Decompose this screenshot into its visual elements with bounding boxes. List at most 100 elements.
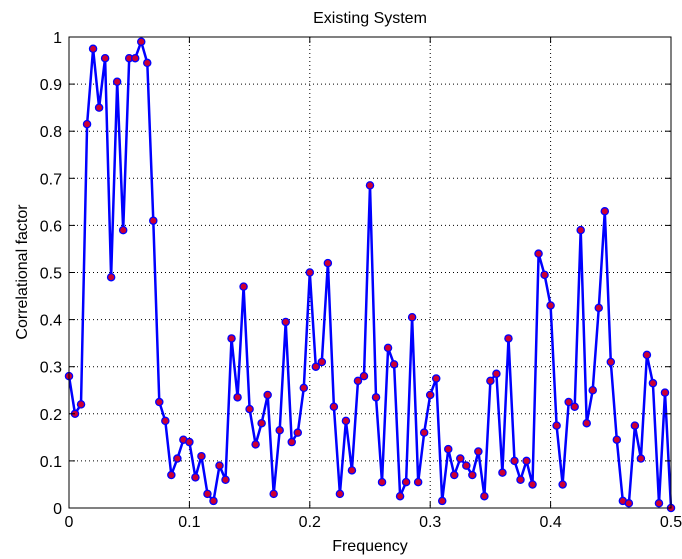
data-point bbox=[239, 282, 248, 291]
data-point bbox=[612, 435, 622, 444]
data-point bbox=[486, 376, 495, 386]
data-point bbox=[636, 454, 646, 463]
data-point bbox=[173, 454, 182, 463]
data-point bbox=[269, 489, 278, 499]
data-point bbox=[437, 496, 447, 506]
data-point bbox=[413, 477, 423, 487]
y-tick-label: 0.7 bbox=[40, 171, 62, 188]
data-point bbox=[474, 447, 483, 456]
data-point bbox=[389, 360, 399, 369]
y-tick-label: 0 bbox=[53, 501, 62, 518]
x-tick-label: 0.2 bbox=[299, 514, 321, 531]
data-point bbox=[161, 416, 170, 426]
data-point bbox=[76, 400, 86, 409]
data-point bbox=[245, 404, 254, 414]
data-point bbox=[582, 418, 591, 428]
y-tick-label: 0.6 bbox=[40, 218, 62, 235]
data-point bbox=[522, 456, 531, 466]
series bbox=[64, 37, 676, 513]
data-point bbox=[648, 378, 658, 388]
data-point bbox=[365, 181, 375, 190]
x-tick-label: 0 bbox=[65, 514, 74, 531]
data-point bbox=[383, 343, 393, 353]
data-point bbox=[143, 58, 152, 68]
data-point bbox=[419, 428, 429, 437]
data-point bbox=[130, 53, 140, 63]
data-point bbox=[299, 383, 309, 393]
data-point bbox=[221, 475, 230, 484]
data-point bbox=[155, 397, 164, 407]
data-point bbox=[444, 444, 453, 454]
data-point bbox=[335, 489, 345, 499]
data-point bbox=[516, 475, 525, 484]
data-point bbox=[594, 303, 604, 313]
data-point bbox=[401, 477, 411, 487]
data-point bbox=[480, 491, 489, 501]
data-point bbox=[558, 480, 567, 489]
data-point bbox=[462, 461, 471, 470]
data-point bbox=[546, 301, 555, 310]
y-tick-label: 1 bbox=[53, 30, 62, 47]
data-point bbox=[498, 468, 507, 477]
x-axis-title: Frequency bbox=[332, 538, 408, 555]
data-point bbox=[88, 44, 98, 54]
data-point bbox=[377, 477, 387, 487]
data-point bbox=[576, 225, 585, 235]
y-axis-title: Correlational factor bbox=[14, 204, 31, 340]
data-point bbox=[323, 258, 333, 268]
data-point bbox=[456, 454, 465, 463]
data-point bbox=[642, 350, 652, 360]
data-point bbox=[492, 369, 501, 379]
data-point bbox=[552, 421, 561, 430]
data-point bbox=[94, 103, 104, 112]
x-tick-label: 0.4 bbox=[539, 514, 561, 531]
x-tick-label: 0.1 bbox=[178, 514, 200, 531]
data-point bbox=[209, 496, 218, 506]
data-point bbox=[203, 489, 212, 499]
data-point bbox=[263, 390, 272, 400]
data-point bbox=[106, 272, 116, 282]
data-point bbox=[149, 216, 158, 225]
y-tick-label: 0.9 bbox=[40, 77, 62, 94]
data-point bbox=[100, 53, 110, 63]
data-point bbox=[540, 270, 549, 280]
data-point bbox=[504, 334, 513, 343]
y-tick-label: 0.4 bbox=[40, 313, 62, 330]
x-tick-label: 0.3 bbox=[419, 514, 441, 531]
data-point bbox=[353, 376, 363, 386]
data-point bbox=[82, 119, 92, 129]
data-point bbox=[624, 499, 634, 508]
y-tick-label: 0.3 bbox=[40, 360, 62, 377]
y-tick-label: 0.5 bbox=[40, 266, 62, 283]
data-point bbox=[570, 402, 579, 411]
data-point bbox=[251, 440, 260, 449]
data-point bbox=[660, 388, 670, 397]
y-tick-label: 0.1 bbox=[40, 454, 62, 471]
data-point bbox=[510, 456, 519, 466]
data-point bbox=[606, 357, 616, 367]
data-point bbox=[191, 473, 200, 482]
data-point bbox=[341, 416, 351, 426]
data-point bbox=[395, 491, 405, 501]
data-point bbox=[407, 312, 417, 322]
data-point bbox=[275, 426, 284, 435]
data-point bbox=[281, 317, 290, 327]
data-point bbox=[468, 470, 477, 480]
series-line bbox=[67, 40, 673, 509]
data-point bbox=[167, 470, 176, 480]
data-point bbox=[233, 393, 242, 402]
data-point bbox=[359, 371, 369, 381]
data-point bbox=[136, 37, 146, 46]
data-point bbox=[347, 466, 357, 475]
data-point bbox=[564, 397, 573, 407]
data-point bbox=[112, 77, 122, 86]
data-point bbox=[528, 480, 537, 489]
data-point bbox=[534, 249, 543, 258]
axis-ticks: 0 0.1 0.2 0.3 0.4 0.5 0 0.1 0.2 0.3 0.4 0.5 0.6 0.7 0.… bbox=[40, 30, 682, 531]
data-point bbox=[450, 470, 459, 480]
data-point bbox=[588, 385, 597, 395]
y-tick-label: 0.8 bbox=[40, 124, 62, 141]
data-point bbox=[654, 499, 664, 508]
data-point bbox=[257, 418, 266, 428]
